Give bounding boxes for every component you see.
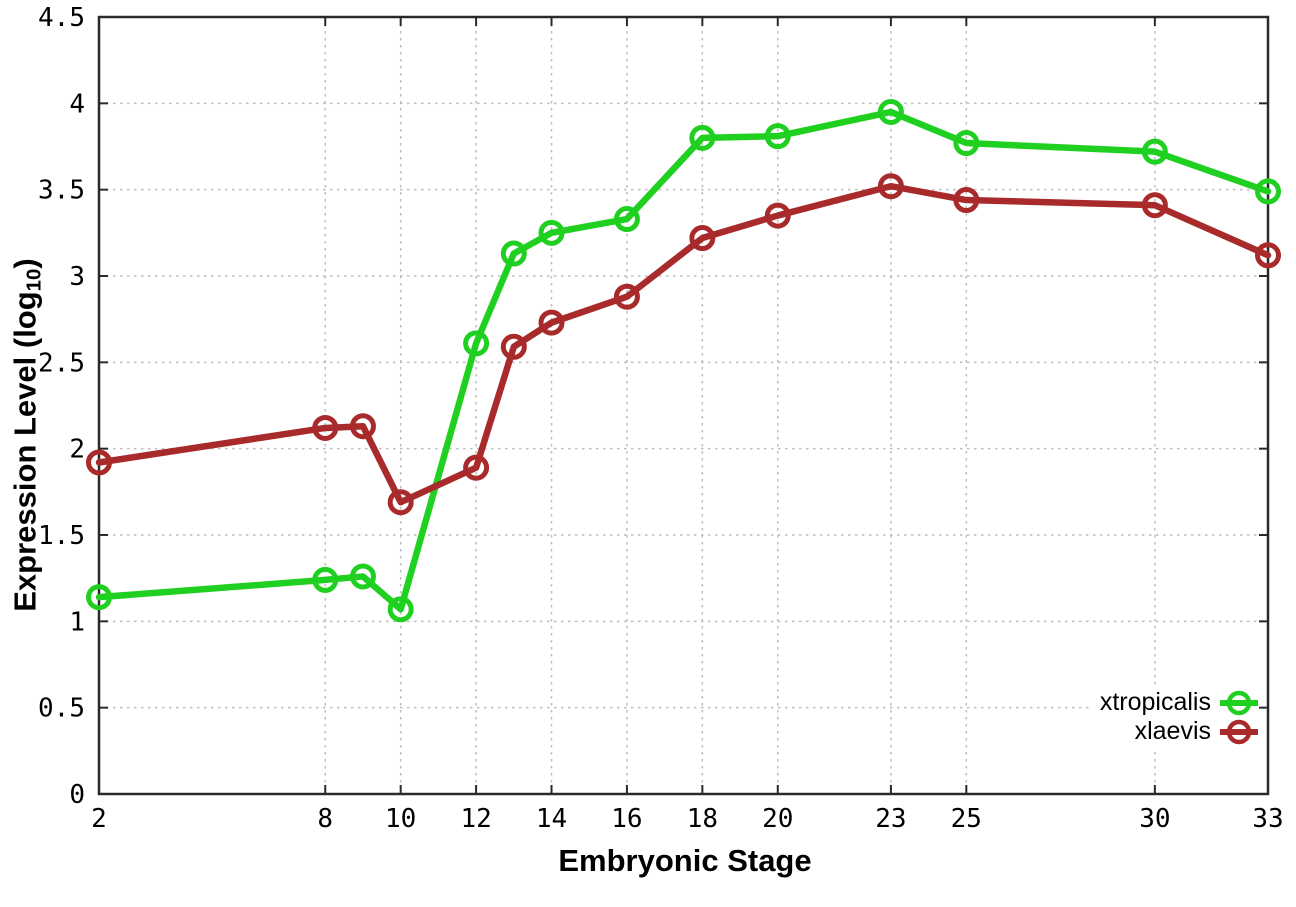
svg-text:14: 14 xyxy=(536,804,567,834)
svg-text:3.5: 3.5 xyxy=(38,176,85,206)
svg-text:33: 33 xyxy=(1252,804,1283,834)
svg-text:0.5: 0.5 xyxy=(38,694,85,724)
svg-text:3: 3 xyxy=(69,262,85,292)
x-axis-title: Embryonic Stage xyxy=(558,843,812,878)
svg-text:18: 18 xyxy=(687,804,718,834)
svg-text:1.5: 1.5 xyxy=(38,521,85,551)
svg-text:2: 2 xyxy=(69,435,85,465)
svg-text:25: 25 xyxy=(951,804,982,834)
y-axis-title-suffix: ) xyxy=(7,258,43,269)
svg-text:20: 20 xyxy=(762,804,793,834)
legend-marker-icon xyxy=(1220,719,1258,744)
legend-item-xlaevis: xlaevis xyxy=(1100,717,1258,746)
legend-label: xtropicalis xyxy=(1099,688,1211,716)
svg-text:2: 2 xyxy=(91,804,107,834)
svg-text:1: 1 xyxy=(69,607,85,637)
legend-marker-icon xyxy=(1220,690,1258,715)
svg-text:16: 16 xyxy=(611,804,642,834)
svg-text:12: 12 xyxy=(460,804,491,834)
legend-item-xtropicalis: xtropicalis xyxy=(1100,688,1258,717)
legend-label: xlaevis xyxy=(1134,717,1211,745)
svg-text:4: 4 xyxy=(69,89,85,119)
svg-text:30: 30 xyxy=(1139,804,1170,834)
svg-text:4.5: 4.5 xyxy=(38,3,85,33)
svg-text:23: 23 xyxy=(875,804,906,834)
y-axis-title-text: Expression Level (log xyxy=(7,291,43,612)
legend: xtropicalis xlaevis xyxy=(1089,686,1258,748)
svg-text:0: 0 xyxy=(69,780,85,810)
y-axis-title: Expression Level (log10) xyxy=(7,258,46,612)
svg-text:8: 8 xyxy=(317,804,333,834)
svg-text:10: 10 xyxy=(385,804,416,834)
svg-text:2.5: 2.5 xyxy=(38,348,85,378)
y-axis-title-subscript: 10 xyxy=(22,268,46,292)
